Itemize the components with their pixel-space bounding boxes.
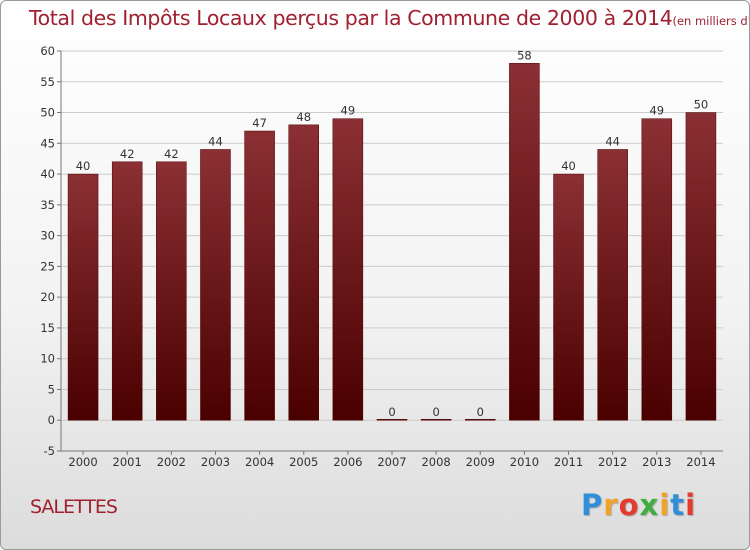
data-label-2007: 0 [388, 405, 395, 419]
chart-title: Total des Impôts Locaux perçus par la Co… [29, 6, 750, 30]
data-label-2005: 48 [296, 110, 311, 124]
data-label-2000: 40 [76, 159, 91, 173]
chart-unit: (en milliers d'€) [672, 14, 750, 28]
data-label-2004: 47 [252, 116, 267, 130]
y-tick-label: 40 [40, 167, 55, 181]
logo-letter: i [659, 488, 671, 522]
bar-2010 [509, 63, 540, 421]
x-tick-label-2011: 2011 [554, 455, 583, 469]
commune-name: SALETTES [30, 496, 118, 518]
data-label-2010: 58 [517, 48, 532, 62]
bar-2009 [465, 418, 496, 421]
x-tick-label-2008: 2008 [421, 455, 450, 469]
y-tick-label: 55 [40, 75, 55, 89]
data-label-2006: 49 [341, 104, 356, 118]
data-labels: 40 42 42 44 47 48 49 0 0 0 58 40 44 49 50 [76, 48, 709, 419]
y-tick-label: 15 [40, 321, 55, 335]
logo-letter: t [670, 488, 686, 522]
y-tick-label: 25 [40, 259, 55, 273]
data-label-2002: 42 [164, 147, 179, 161]
bar-2000 [67, 173, 99, 421]
data-label-2008: 0 [432, 405, 439, 419]
logo-letter: o [618, 488, 640, 522]
axes: -5 0 5 10 15 20 25 30 35 40 45 50 55 60 2000 2001 2002 20… [40, 44, 723, 469]
y-tick-label: 35 [40, 198, 55, 212]
bar-2014 [685, 112, 717, 421]
y-tick-label: 60 [40, 44, 55, 58]
y-tick-label: 0 [48, 413, 55, 427]
bar-2011 [553, 173, 584, 421]
bar-2002 [156, 161, 187, 421]
y-tick-label: 20 [40, 290, 55, 304]
x-tick-label-2013: 2013 [642, 455, 671, 469]
x-tick-label-2006: 2006 [333, 455, 362, 469]
data-label-2013: 49 [649, 104, 664, 118]
proxiti-logo[interactable]: Proxiti [581, 488, 696, 522]
x-tick-label-2007: 2007 [377, 455, 406, 469]
x-tick-label-2009: 2009 [466, 455, 495, 469]
x-tick-label-2010: 2010 [510, 455, 539, 469]
logo-letter: x [639, 488, 660, 522]
data-label-2014: 50 [694, 98, 709, 112]
y-tick-label: 10 [40, 352, 55, 366]
bar-2013 [641, 118, 673, 421]
bar-2004 [244, 130, 275, 421]
data-label-2009: 0 [477, 405, 484, 419]
data-label-2003: 44 [208, 134, 223, 148]
y-tick-label: 5 [48, 382, 55, 396]
bar-2006 [332, 118, 364, 421]
y-tick-label: 30 [40, 229, 55, 243]
logo-letter: r [603, 488, 619, 522]
bar-2005 [288, 124, 319, 421]
y-tick-label: 50 [40, 106, 55, 120]
logo-letter: P [581, 488, 604, 522]
x-tick-label-2001: 2001 [113, 455, 142, 469]
x-tick-label-2004: 2004 [245, 455, 274, 469]
data-label-2011: 40 [561, 159, 576, 173]
x-tick-label-2002: 2002 [157, 455, 186, 469]
x-tick-label-2014: 2014 [686, 455, 715, 469]
bars [67, 63, 717, 421]
logo-letter: i [685, 488, 697, 522]
x-tick-label-2003: 2003 [201, 455, 230, 469]
bar-2012 [597, 149, 628, 421]
data-label-2012: 44 [605, 134, 620, 148]
bar-2007 [376, 418, 408, 421]
y-tick-label: -5 [44, 444, 55, 458]
x-tick-label-2000: 2000 [68, 455, 97, 469]
x-tick-label-2012: 2012 [598, 455, 627, 469]
data-label-2001: 42 [120, 147, 135, 161]
bar-2001 [111, 161, 143, 421]
x-tick-label-2005: 2005 [289, 455, 318, 469]
bar-2003 [200, 149, 231, 421]
y-tick-label: 45 [40, 136, 55, 150]
bar-2008 [420, 418, 452, 421]
chart-title-text: Total des Impôts Locaux perçus par la Co… [29, 6, 673, 30]
